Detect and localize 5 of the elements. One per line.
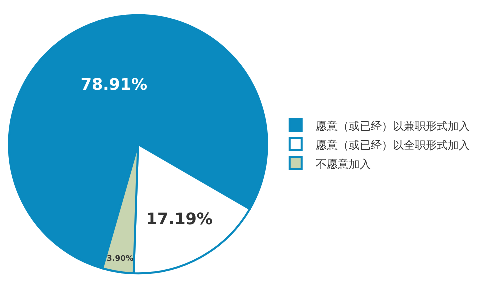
data-label: 78.91% (80, 75, 148, 94)
data-label: 17.19% (146, 210, 213, 229)
legend-label: 愿意（或已经）以全职形式加入 (316, 138, 470, 152)
legend-label: 愿意（或已经）以兼职形式加入 (316, 120, 470, 133)
legend-label: 不愿意加入 (316, 158, 371, 171)
